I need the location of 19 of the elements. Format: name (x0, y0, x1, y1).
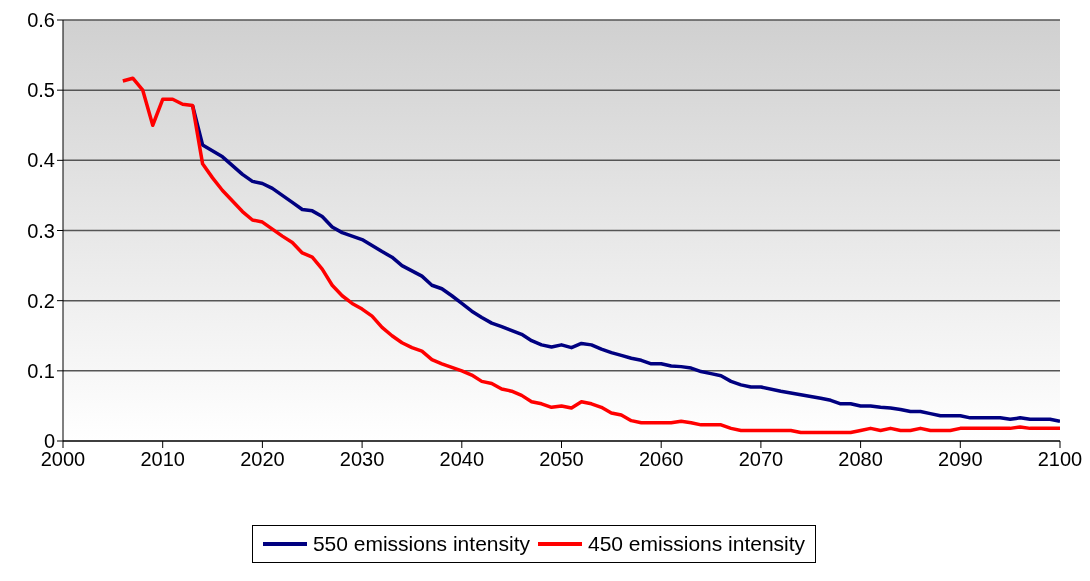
legend-label: 550 emissions intensity (312, 532, 530, 556)
x-tick-label: 2020 (240, 448, 285, 471)
x-tick-label: 2090 (938, 448, 983, 471)
y-tick-label: 0.2 (27, 289, 55, 312)
x-tick-label: 2010 (140, 448, 185, 471)
y-tick-label: 0.6 (27, 9, 55, 32)
y-tick-label: 0.5 (27, 79, 55, 102)
y-tick-label: 0.1 (27, 359, 55, 382)
x-tick-label: 2080 (838, 448, 883, 471)
x-tick-label: 2060 (638, 448, 684, 471)
x-tick-label: 2050 (539, 448, 584, 471)
line-series (121, 76, 1060, 435)
legend-label: 450 emissions intensity (588, 532, 806, 556)
y-tick-label: 0.3 (27, 219, 55, 242)
x-tick-label: 2100 (1037, 448, 1083, 471)
x-tick-label: 2070 (738, 448, 784, 471)
x-tick-label: 2040 (439, 448, 485, 471)
x-tick-label: 2030 (339, 448, 385, 471)
y-tick-label: 0.4 (27, 149, 55, 172)
